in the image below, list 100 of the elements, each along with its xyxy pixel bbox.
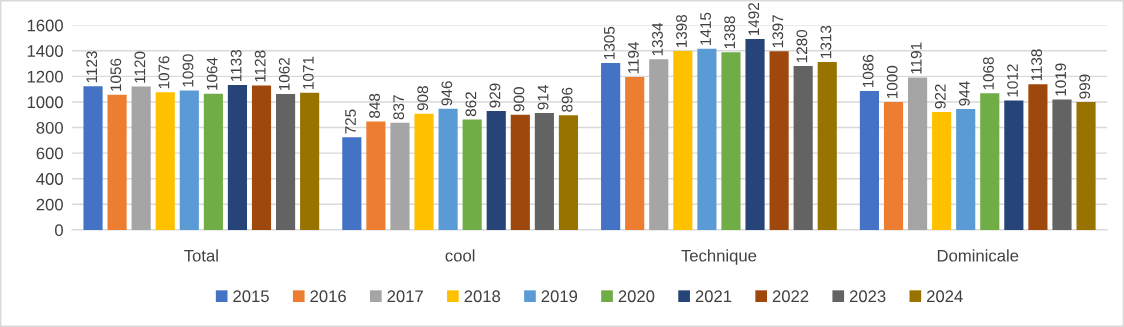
data-label: 1062 (278, 58, 290, 91)
data-label: 1071 (302, 56, 314, 89)
data-label: 900 (513, 87, 525, 112)
bar (721, 52, 741, 230)
bar (179, 90, 199, 230)
x-tick-label: Total (184, 249, 218, 262)
bar (155, 92, 175, 230)
legend-label: 2015 (233, 290, 269, 303)
data-label: 1334 (652, 22, 663, 56)
data-label: 1415 (700, 12, 712, 45)
bar (697, 48, 717, 230)
legend-label: 2016 (310, 290, 346, 303)
data-label: 1120 (134, 51, 146, 83)
data-label: 1398 (676, 14, 687, 48)
data-label: 1280 (796, 29, 808, 63)
bar (1028, 84, 1048, 230)
bar (649, 59, 669, 230)
bar (817, 61, 837, 230)
data-label: 848 (369, 93, 380, 118)
data-label: 914 (537, 85, 549, 110)
data-label: 1056 (110, 58, 122, 91)
data-label: 862 (465, 92, 477, 117)
y-tick-label: 600 (36, 147, 63, 160)
data-label: 837 (393, 95, 405, 120)
bar (203, 93, 223, 230)
data-label: 1388 (724, 16, 736, 49)
data-label: 1128 (254, 50, 266, 82)
bar (366, 121, 386, 230)
y-tick-label: 800 (36, 121, 63, 134)
bar (1052, 99, 1072, 230)
bar (601, 62, 621, 230)
data-label: 896 (561, 87, 573, 112)
data-label: 922 (934, 84, 946, 109)
bar (414, 113, 434, 230)
data-label: 944 (958, 81, 970, 106)
bar (907, 77, 928, 230)
bar (883, 101, 904, 230)
y-tick-label: 1400 (27, 45, 63, 57)
data-label: 946 (441, 81, 453, 106)
bar (107, 94, 127, 230)
data-label: 1313 (820, 25, 832, 58)
bar (131, 86, 151, 230)
bar (956, 109, 976, 230)
legend-label: 2022 (772, 290, 809, 303)
data-label: 1068 (983, 57, 994, 90)
legend-label: 2019 (541, 290, 578, 303)
bar (438, 108, 458, 230)
bar (462, 119, 482, 230)
data-label: 999 (1079, 74, 1091, 99)
x-tick-label: Dominicale (937, 249, 1019, 262)
data-label: 1012 (1007, 64, 1018, 97)
bar (558, 115, 579, 230)
data-label: 1138 (1031, 49, 1043, 81)
bar (625, 77, 645, 230)
bar (486, 111, 506, 230)
bar (673, 51, 693, 230)
legend-label: 2024 (927, 290, 963, 303)
data-label: 1019 (1055, 63, 1067, 96)
legend-label: 2021 (695, 290, 732, 303)
data-label: 1086 (862, 54, 874, 87)
legend-label: 2018 (464, 290, 501, 303)
legend-label: 2023 (849, 290, 886, 303)
data-label: 1090 (182, 54, 194, 87)
bar (932, 111, 952, 230)
y-tick-label: 1600 (27, 19, 63, 32)
data-label: 1194 (627, 41, 639, 74)
data-label: 908 (417, 86, 429, 111)
bar (300, 92, 320, 230)
y-tick-label: 400 (36, 173, 63, 185)
data-label: 1397 (772, 15, 784, 48)
data-label: 725 (345, 109, 356, 134)
y-tick-label: 0 (54, 224, 63, 237)
bar (980, 93, 1000, 230)
bar (859, 90, 880, 230)
y-tick-label: 1200 (27, 70, 63, 83)
data-label: 1076 (158, 56, 170, 89)
x-tick-label: Technique (681, 249, 757, 265)
data-label: 1133 (230, 49, 242, 81)
data-label: 1191 (910, 42, 922, 74)
bar (534, 112, 554, 230)
data-label: 1492 (748, 3, 760, 36)
data-label: 1123 (86, 51, 98, 83)
bar (251, 85, 272, 230)
data-label: 1305 (603, 26, 615, 59)
bar (276, 94, 296, 230)
data-label: 1064 (206, 57, 218, 90)
bar (1004, 100, 1024, 230)
data-label: 929 (489, 83, 501, 108)
bar (1076, 102, 1096, 230)
y-tick-label: 200 (36, 198, 63, 211)
data-label: 1000 (886, 65, 898, 98)
legend-label: 2017 (387, 290, 423, 303)
bar (769, 51, 789, 230)
x-tick-label: cool (445, 249, 475, 262)
bar (745, 39, 765, 230)
bar (83, 86, 103, 230)
bar (510, 114, 530, 230)
y-tick-label: 1000 (27, 96, 63, 109)
bar (793, 66, 813, 230)
bar (342, 137, 362, 230)
